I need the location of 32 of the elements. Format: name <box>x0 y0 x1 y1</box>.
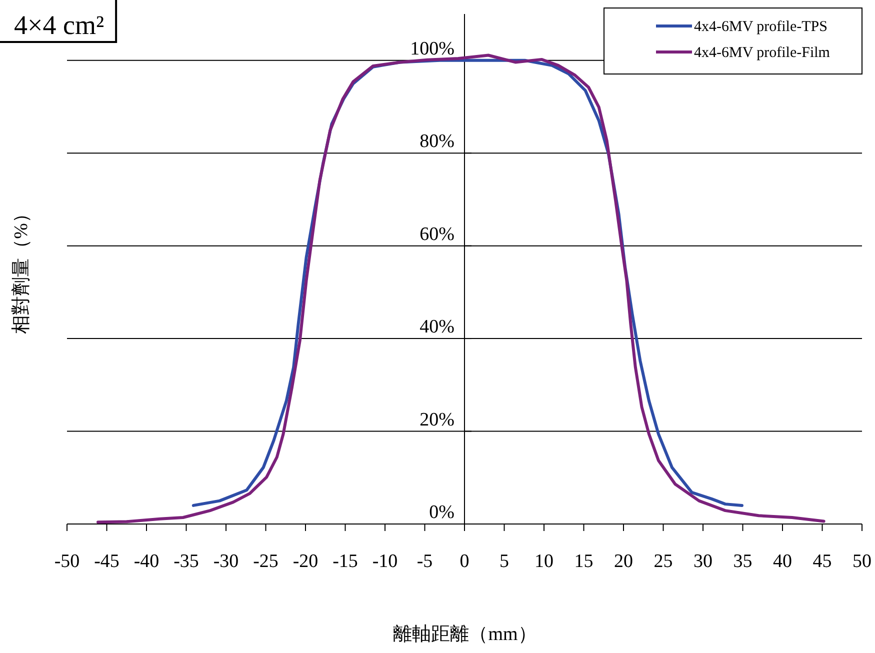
x-tick-label: 10 <box>534 551 554 572</box>
x-tick-label: -35 <box>174 551 199 572</box>
x-tick-label: -15 <box>332 551 358 572</box>
x-tick-label: -5 <box>416 551 433 572</box>
y-tick-label: 20% <box>420 409 455 430</box>
x-tick-label: 15 <box>574 551 594 572</box>
x-tick-label: 5 <box>500 551 509 572</box>
x-axis-title: 離軸距離（mm） <box>393 624 537 645</box>
y-tick-label: 0% <box>429 502 455 523</box>
x-tick-label: 20 <box>614 551 633 572</box>
x-tick-label: -10 <box>372 551 398 572</box>
legend-label: 4x4-6MV profile-Film <box>694 45 830 61</box>
x-tick-label: -40 <box>134 551 160 572</box>
x-tick-label: 40 <box>773 551 792 572</box>
legend-label: 4x4-6MV profile-TPS <box>694 19 828 35</box>
x-tick-label: 35 <box>733 551 752 572</box>
x-tick-label: 30 <box>694 551 712 572</box>
x-tick-label: 0 <box>460 551 470 572</box>
x-tick-label: -50 <box>54 551 80 572</box>
x-tick-label: -45 <box>94 551 120 572</box>
x-tick-label: -30 <box>213 551 239 572</box>
y-tick-label: 80% <box>420 131 455 152</box>
x-tick-label: 45 <box>812 551 832 572</box>
y-tick-label: 100% <box>410 38 455 60</box>
y-tick-label: 40% <box>420 316 455 338</box>
y-tick-label: 60% <box>420 224 455 245</box>
x-tick-label: 50 <box>852 551 872 572</box>
y-axis-title: 相對劑量（%） <box>11 204 32 334</box>
chart-title: 4×4 cm² <box>14 10 104 40</box>
x-tick-label: -25 <box>253 551 278 572</box>
x-tick-label: -20 <box>292 551 318 572</box>
x-tick-label: 25 <box>654 551 673 572</box>
